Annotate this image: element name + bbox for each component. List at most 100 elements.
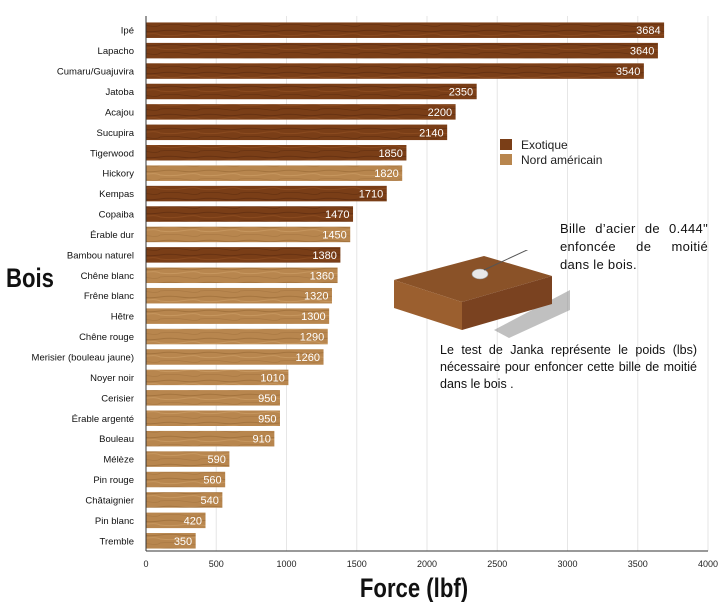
x-tick-label: 1000 <box>276 559 296 569</box>
bar-value-label: 1850 <box>378 148 402 160</box>
category-label: Cerisier <box>101 393 134 404</box>
bar <box>146 451 230 467</box>
category-label: Mélèze <box>103 455 134 466</box>
category-label: Bambou naturel <box>67 250 134 261</box>
bar <box>146 165 403 181</box>
category-label: Jatoba <box>105 87 134 98</box>
legend-item-exotique: Exotique <box>500 137 602 152</box>
bar-value-label: 1380 <box>312 250 336 262</box>
category-label: Hickory <box>102 169 134 180</box>
bar-value-label: 1710 <box>359 189 383 201</box>
bar <box>146 22 665 38</box>
category-label: Merisier (bouleau jaune) <box>32 352 134 363</box>
bar-value-label: 950 <box>258 393 276 405</box>
bar-value-label: 3540 <box>616 66 640 78</box>
bar-value-label: 3684 <box>636 25 660 37</box>
category-label: Cumaru/Guajuvira <box>57 67 135 78</box>
bar-value-label: 950 <box>258 413 276 425</box>
category-label: Tigerwood <box>90 148 134 159</box>
bar <box>146 328 328 345</box>
bar-value-label: 350 <box>174 536 192 548</box>
category-label: Pin rouge <box>93 475 134 486</box>
bar-value-label: 2200 <box>428 107 452 119</box>
x-tick-label: 1500 <box>347 559 367 569</box>
legend-label-nord-americain: Nord américain <box>521 152 603 167</box>
block-top <box>394 256 552 302</box>
bar-value-label: 590 <box>208 454 226 466</box>
legend: Exotique Nord américain <box>500 137 602 167</box>
bar-value-label: 3640 <box>630 46 654 58</box>
bar-value-label: 2140 <box>419 127 443 139</box>
bar <box>146 206 354 222</box>
bar <box>146 410 280 426</box>
legend-item-nord-americain: Nord américain <box>500 152 602 167</box>
bar-value-label: 420 <box>184 515 202 527</box>
steel-ball-icon <box>471 268 489 280</box>
bar <box>146 247 341 263</box>
category-label: Copaiba <box>99 210 135 221</box>
bar-value-label: 1260 <box>296 352 320 364</box>
category-label: Châtaignier <box>85 495 134 506</box>
bar-value-label: 540 <box>201 495 219 507</box>
category-label: Hêtre <box>111 312 134 323</box>
bar-value-label: 1320 <box>304 291 328 303</box>
category-label: Chêne rouge <box>79 332 134 343</box>
category-label: Frêne blanc <box>84 291 134 302</box>
bar <box>146 308 330 324</box>
bar <box>146 124 448 141</box>
category-labels: Ipé Lapacho Cumaru/Guajuvira Jatoba Acajou Su… <box>32 26 135 548</box>
category-label: Lapacho <box>98 46 134 57</box>
bar <box>146 185 387 202</box>
bar <box>146 104 456 120</box>
category-label: Pin blanc <box>95 516 134 527</box>
bar-value-label: 560 <box>203 475 221 487</box>
category-label: Érable dur <box>90 230 134 241</box>
bar <box>146 390 280 406</box>
bar <box>146 512 206 529</box>
legend-label-exotique: Exotique <box>521 137 568 152</box>
bars: 3684 3640 3540 2350 2200 2140 1850 1820 1710 1470… <box>146 22 665 549</box>
x-tick-label: 3000 <box>557 559 577 569</box>
bar-value-label: 1360 <box>310 270 334 282</box>
bar <box>146 471 226 488</box>
wood-block-illustration <box>394 250 570 338</box>
category-label: Bouleau <box>99 434 134 445</box>
bar-value-label: 2350 <box>449 86 473 98</box>
x-axis-title: Force (lbf) <box>360 574 468 602</box>
category-label: Ipé <box>121 26 134 37</box>
x-tick-label: 2000 <box>417 559 437 569</box>
bar <box>146 369 289 386</box>
category-label: Érable argenté <box>72 414 134 425</box>
bar <box>146 492 223 508</box>
x-tick-label: 0 <box>143 559 148 569</box>
legend-swatch-nord-americain <box>500 154 512 165</box>
bar <box>146 287 332 304</box>
block-front <box>394 280 462 330</box>
steel-ball-annotation: Bille d’acier de 0.444" enfoncée de moit… <box>560 221 708 272</box>
category-label: Acajou <box>105 107 134 118</box>
bar <box>146 145 407 161</box>
bar-value-label: 1470 <box>325 209 349 221</box>
bar-value-label: 1290 <box>300 332 324 344</box>
bar-value-label: 1450 <box>322 229 346 241</box>
bar <box>146 349 324 365</box>
y-axis-title: Bois <box>6 264 54 294</box>
bar-value-label: 1300 <box>301 311 325 323</box>
x-tick-label: 2500 <box>487 559 507 569</box>
bar <box>146 63 644 79</box>
bar-value-label: 910 <box>252 434 270 446</box>
x-tick-label: 4000 <box>698 559 718 569</box>
bar <box>146 267 338 284</box>
bar <box>146 533 196 549</box>
category-label: Sucupira <box>97 128 135 139</box>
x-tick-labels: 0 500 1000 1500 2000 2500 3000 3500 4000 <box>143 559 718 569</box>
bar <box>146 430 275 447</box>
category-label: Kempas <box>99 189 134 200</box>
x-tick-label: 3500 <box>628 559 648 569</box>
category-label: Noyer noir <box>90 373 134 384</box>
bar <box>146 42 658 59</box>
x-tick-label: 500 <box>209 559 224 569</box>
bar-value-label: 1010 <box>260 372 284 384</box>
category-label: Chêne blanc <box>81 271 135 282</box>
